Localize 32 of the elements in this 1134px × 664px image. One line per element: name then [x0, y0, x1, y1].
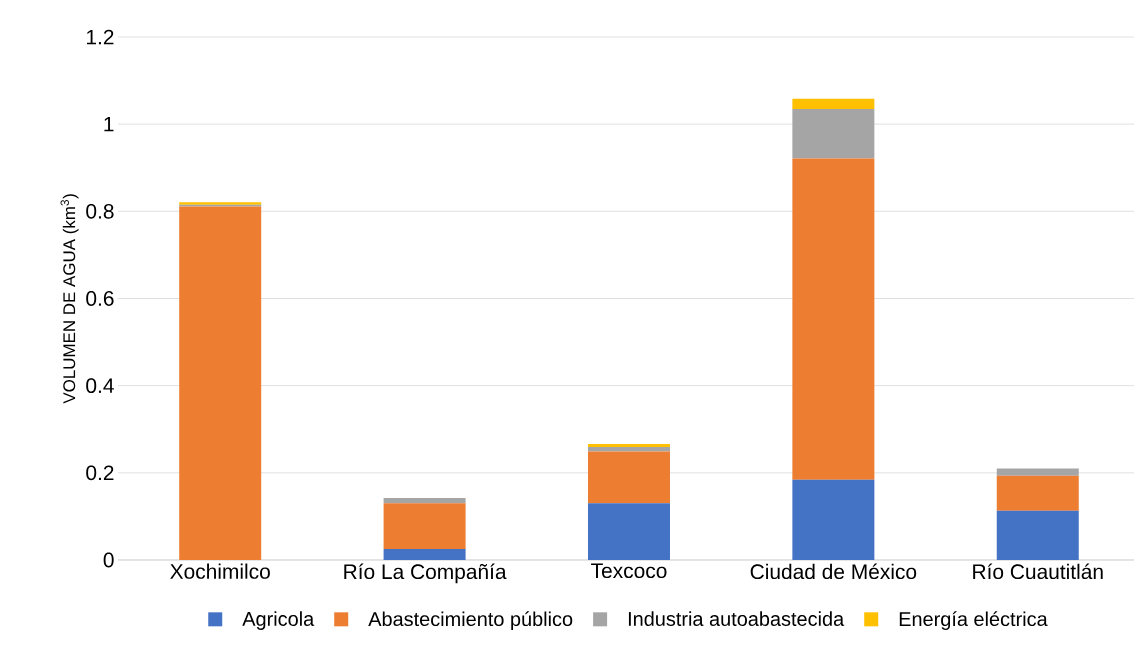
x-tick-label: Ciudad de México [750, 563, 917, 580]
bar [383, 503, 466, 550]
y-tick-label: 1.2 [87, 29, 114, 45]
y-tick-label: 1 [104, 116, 114, 132]
bar [587, 451, 670, 504]
x-tick-label: Río La Compañía [344, 563, 507, 584]
bar [792, 98, 875, 109]
x-tick-label: Río Cuautitlán [973, 563, 1103, 580]
y-tick-label: 0.4 [86, 378, 114, 394]
legend-label: Energía eléctrica [899, 611, 1048, 631]
legend-label: Industria autoabastecida [628, 611, 845, 626]
y-tick-label: 0 [103, 552, 114, 568]
y-tick-label: 0.6 [86, 291, 114, 306]
bar [179, 206, 262, 560]
bar [383, 549, 466, 560]
legend-label: Abastecimiento público [368, 611, 573, 631]
x-tick-label: Xochimilco [170, 563, 270, 579]
y-tick-label: 0.2 [86, 465, 114, 481]
bar [587, 444, 670, 448]
bar [383, 498, 466, 504]
bar [996, 510, 1079, 560]
bar [996, 475, 1079, 511]
bar [792, 158, 875, 480]
y-tick-label: 0.8 [86, 203, 114, 219]
legend-label: Agricola [242, 611, 315, 630]
y-axis-title: VOLUMEN DE AGUA (km$^{3}$) [60, 194, 79, 404]
bar [587, 503, 670, 560]
bar [996, 468, 1079, 476]
bar [792, 108, 875, 159]
x-tick-label: Texcoco [591, 563, 667, 579]
bar [792, 479, 875, 560]
bar [587, 447, 670, 452]
